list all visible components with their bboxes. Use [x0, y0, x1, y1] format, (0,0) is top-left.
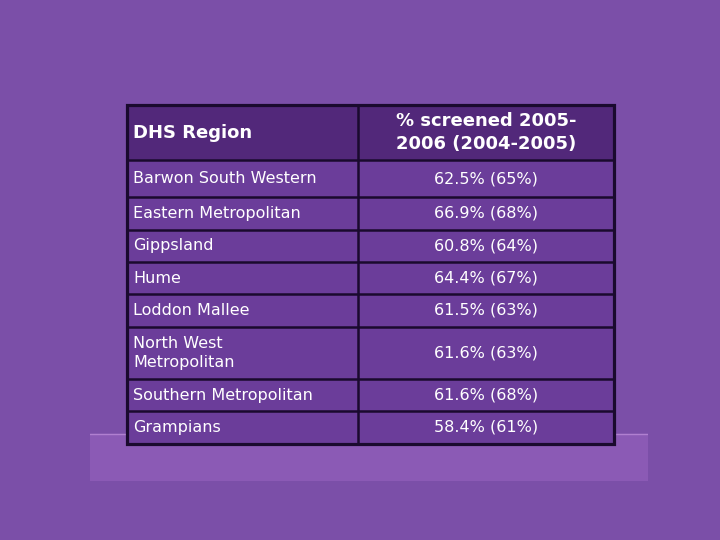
Text: 62.5% (65%): 62.5% (65%)	[434, 171, 538, 186]
Bar	[127, 411, 358, 444]
Text: DHS Region: DHS Region	[133, 124, 253, 141]
Bar	[358, 379, 614, 411]
Bar	[358, 105, 614, 160]
Text: 61.6% (68%): 61.6% (68%)	[434, 388, 538, 403]
Bar	[358, 160, 614, 197]
Text: 60.8% (64%): 60.8% (64%)	[434, 238, 538, 253]
Bar	[127, 294, 358, 327]
Text: Grampians: Grampians	[133, 420, 221, 435]
Bar	[127, 327, 358, 379]
Text: Loddon Mallee: Loddon Mallee	[133, 303, 250, 318]
Text: 66.9% (68%): 66.9% (68%)	[434, 206, 538, 221]
Text: 64.4% (67%): 64.4% (67%)	[434, 271, 538, 286]
Text: Gippsland: Gippsland	[133, 238, 214, 253]
Text: Eastern Metropolitan: Eastern Metropolitan	[133, 206, 301, 221]
Text: 61.6% (63%): 61.6% (63%)	[434, 345, 538, 360]
Text: 58.4% (61%): 58.4% (61%)	[434, 420, 538, 435]
Bar	[358, 230, 614, 262]
Text: Southern Metropolitan: Southern Metropolitan	[133, 388, 313, 403]
Bar	[358, 327, 614, 379]
Bar	[90, 434, 648, 481]
Text: North West
Metropolitan: North West Metropolitan	[133, 336, 235, 369]
Text: Hume: Hume	[133, 271, 181, 286]
Bar	[358, 197, 614, 230]
Text: Barwon South Western: Barwon South Western	[133, 171, 317, 186]
Bar	[127, 379, 358, 411]
Bar	[127, 105, 358, 160]
Bar	[358, 411, 614, 444]
Bar	[127, 262, 358, 294]
Bar	[127, 105, 614, 444]
Bar	[358, 294, 614, 327]
Bar	[127, 160, 358, 197]
Bar	[127, 230, 358, 262]
Text: 61.5% (63%): 61.5% (63%)	[434, 303, 538, 318]
Bar	[127, 197, 358, 230]
Text: % screened 2005-
2006 (2004-2005): % screened 2005- 2006 (2004-2005)	[396, 112, 576, 153]
Bar	[358, 262, 614, 294]
